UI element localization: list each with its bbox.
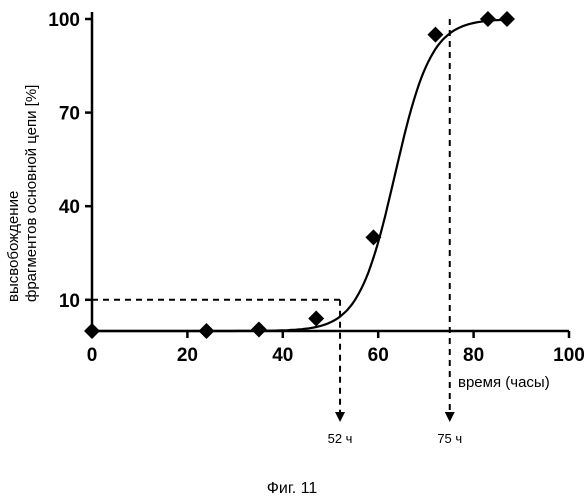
data-point: [251, 321, 267, 337]
data-point: [480, 11, 496, 27]
x-tick-label: 20: [177, 345, 198, 366]
x-tick-label: 0: [87, 345, 98, 366]
data-point: [499, 11, 515, 27]
y-tick-label: 40: [59, 197, 80, 218]
x-tick-label: 60: [368, 345, 389, 366]
down-arrow-icon: [335, 412, 345, 422]
x-axis-title: время (часы): [458, 374, 550, 391]
y-ticks: 10 40 70 100: [48, 10, 92, 312]
down-arrow-icon: [445, 412, 455, 422]
data-point: [198, 323, 214, 339]
x-tick-label: 100: [553, 345, 585, 366]
y-axis-title-line1: высвобождение: [5, 191, 22, 302]
x-tick-label: 40: [272, 345, 293, 366]
ref-line-label: 52 ч: [328, 431, 353, 446]
reference-lines: 52 ч 75 ч: [92, 19, 462, 446]
figure-caption: Фиг. 11: [267, 480, 318, 497]
data-point: [84, 323, 100, 339]
x-ticks: 0 20 40 60 80 100: [87, 331, 585, 366]
y-tick-label: 70: [59, 104, 80, 125]
ref-line-label: 75 ч: [437, 431, 462, 446]
x-tick-label: 80: [463, 345, 484, 366]
data-point: [308, 311, 324, 327]
y-tick-label: 100: [48, 10, 80, 31]
y-axis-title-line2: фрагментов основной цепи [%]: [23, 85, 40, 302]
y-tick-label: 10: [59, 291, 80, 312]
